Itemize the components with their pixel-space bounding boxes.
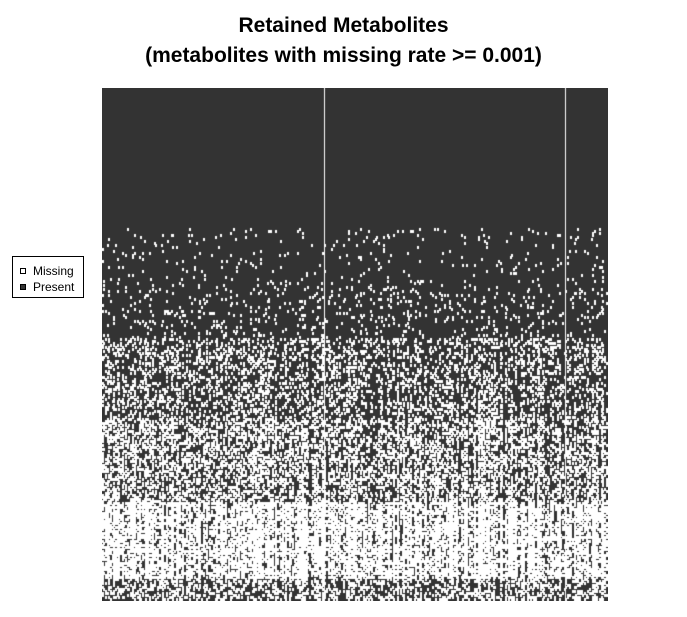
legend: Missing Present: [12, 256, 84, 298]
legend-swatch-missing: [20, 268, 26, 274]
legend-entry-present: Present: [20, 280, 74, 294]
missingness-heatmap: [102, 88, 608, 601]
legend-entry-missing: Missing: [20, 264, 74, 278]
chart-title: Retained Metabolites: [238, 14, 449, 37]
chart-subtitle: (metabolites with missing rate >= 0.001): [145, 44, 542, 67]
legend-label-missing: Missing: [33, 264, 74, 278]
legend-label-present: Present: [33, 280, 75, 294]
legend-swatch-present: [20, 284, 26, 290]
